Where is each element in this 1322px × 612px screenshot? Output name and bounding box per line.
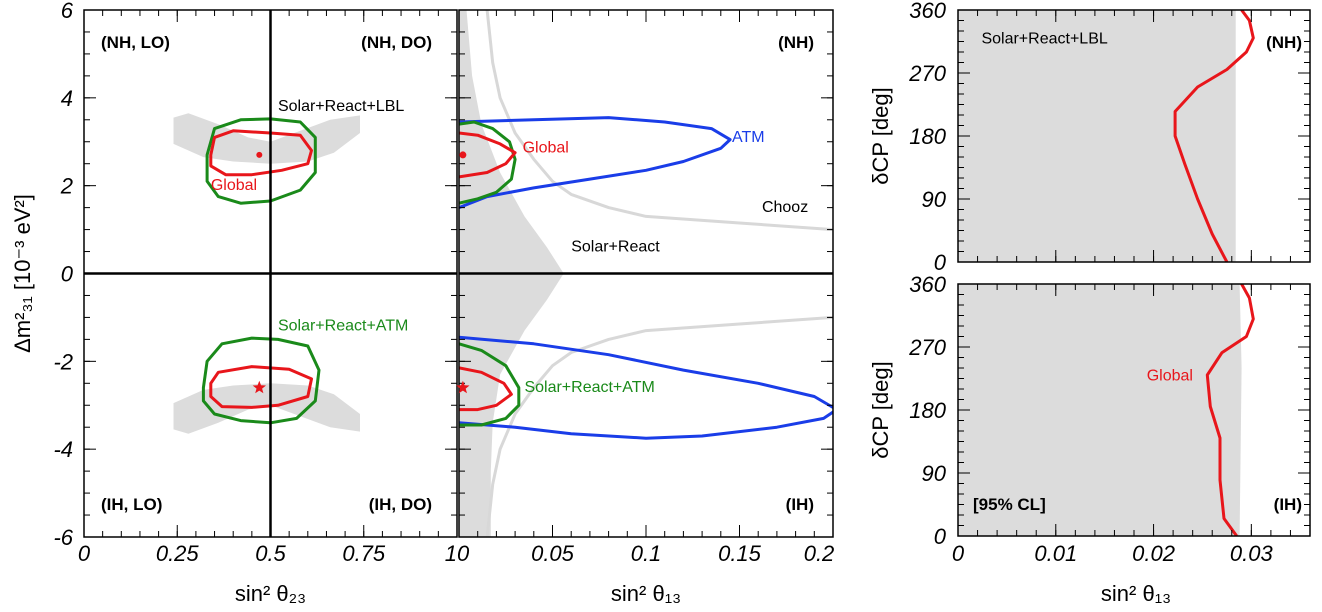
annotation-label: Global [211, 177, 257, 194]
confidence-level-label: [95% CL] [973, 495, 1046, 514]
x-tick-label: 10 [445, 541, 470, 566]
annotation-label: Solar+React+LBL [278, 98, 404, 115]
solar-react-lbl-region [958, 10, 1236, 262]
x-tick-label: 0 [952, 541, 965, 566]
global-contour [1173, 10, 1255, 262]
y-tick-label: 6 [61, 0, 74, 23]
global-contour [209, 365, 313, 409]
y-tick-label: 2 [60, 174, 73, 199]
y-tick-label: 180 [909, 124, 946, 149]
corner-label: (NH) [1266, 33, 1302, 52]
x-tick-label: 0.75 [342, 541, 386, 566]
global-contour [459, 366, 513, 412]
corner-label-ih: (IH) [786, 495, 814, 514]
x-axis-title: sin² θ₁₃ [1101, 581, 1171, 606]
annotation-label: ATM [732, 129, 765, 146]
plot-frame [83, 9, 458, 538]
x-tick-label: 0.03 [1230, 541, 1274, 566]
y-tick-label: 360 [909, 272, 946, 297]
x-tick-label: 0.1 [631, 541, 662, 566]
annotation-label: Chooz [762, 199, 808, 216]
best-fit-star [456, 380, 470, 394]
best-fit-star [252, 380, 266, 394]
plot-frame [957, 9, 1311, 263]
x-tick-label: 0 [78, 541, 91, 566]
x-tick-label: 0.5 [255, 541, 286, 566]
atm-contour [459, 116, 732, 209]
y-tick-label: 270 [908, 335, 946, 360]
x-axis-title: sin² θ₂₃ [235, 581, 306, 606]
y-tick-label: -4 [53, 437, 73, 462]
right-top-contours [958, 10, 1255, 262]
corner-label-nh-lo: (NH, LO) [101, 33, 170, 52]
left-contours [173, 113, 360, 434]
x-tick-label: 0.05 [531, 541, 575, 566]
annotation-label: Solar+React+ATM [524, 379, 654, 396]
corner-label-ih-lo: (IH, LO) [101, 495, 162, 514]
best-fit-dot [459, 151, 467, 159]
y-tick-label: 0 [61, 262, 74, 287]
solar-react-lbl-region [173, 383, 360, 434]
x-tick-label: 0.01 [1034, 541, 1077, 566]
solar-react-atm-contour [459, 342, 521, 427]
global-contour [209, 129, 313, 177]
solar-react-atm-contour [459, 120, 517, 205]
y-tick-label: 4 [61, 86, 73, 111]
solar-react-lbl-region [173, 113, 360, 164]
global-contour [459, 131, 517, 179]
plot-frame [957, 283, 1311, 537]
x-axis-title: sin² θ₁₃ [611, 581, 681, 606]
annotation-label: Solar+React [571, 239, 660, 256]
y-axis-title: δCP [deg] [868, 87, 893, 184]
solar-react-lbl-region [958, 284, 1242, 536]
y-axis-title: Δm²₃₁ [10⁻³ eV²] [10, 194, 35, 353]
y-tick-label: -2 [53, 349, 73, 374]
y-tick-label: 360 [909, 0, 946, 23]
x-tick-label: 0.02 [1132, 541, 1175, 566]
x-tick-label: 0.15 [718, 541, 762, 566]
y-tick-label: 180 [909, 398, 946, 423]
corner-label-ih-do: (IH, DO) [369, 495, 432, 514]
panel-right-bottom: 0 90 180 270 360 δCP [deg] 0 0.01 0.02 0.03 sin² θ… [868, 272, 1311, 606]
y-tick-label: 0 [934, 250, 947, 275]
atm-contour [459, 335, 833, 440]
right-bottom-contours [958, 284, 1255, 536]
panel-left: 0 0.25 0.5 0.75 -6 -4 -2 0 2 4 6 sin² θ₂₃ Δm²₃₁ [10⁻… [10, 0, 458, 606]
corner-label: (IH) [1274, 495, 1302, 514]
solar-react-atm-contour [201, 336, 321, 425]
solar-react-atm-contour [205, 117, 317, 205]
y-tick-label: 270 [908, 61, 946, 86]
y-tick-label: 90 [922, 461, 947, 486]
y-tick-label: 90 [922, 187, 947, 212]
x-tick-label: 0.2 [804, 541, 835, 566]
y-tick-label: 0 [934, 524, 947, 549]
plot-frame [458, 9, 834, 538]
panel-right-top: 0 90 180 270 360 δCP [deg] (NH) Solar+React+LBL [868, 0, 1311, 275]
best-fit-dot [256, 151, 263, 158]
x-tick-label: 0.25 [156, 541, 200, 566]
y-axis-title: δCP [deg] [868, 361, 893, 458]
corner-label-nh-do: (NH, DO) [361, 33, 432, 52]
global-contour [1205, 284, 1255, 536]
annotation-label: Solar+React+LBL [981, 31, 1107, 48]
annotation-label: Solar+React+ATM [278, 318, 408, 335]
annotation-label: Global [1147, 368, 1193, 385]
panel-middle: 10 0.05 0.1 0.15 0.2 sin² θ₁₃ (NH) (IH) ATM Globa… [445, 9, 835, 606]
y-tick-label: -6 [53, 525, 73, 550]
annotation-label: Global [523, 140, 569, 157]
chooz-contour [485, 315, 833, 537]
chooz-contour [485, 10, 833, 232]
corner-label-nh: (NH) [778, 33, 814, 52]
